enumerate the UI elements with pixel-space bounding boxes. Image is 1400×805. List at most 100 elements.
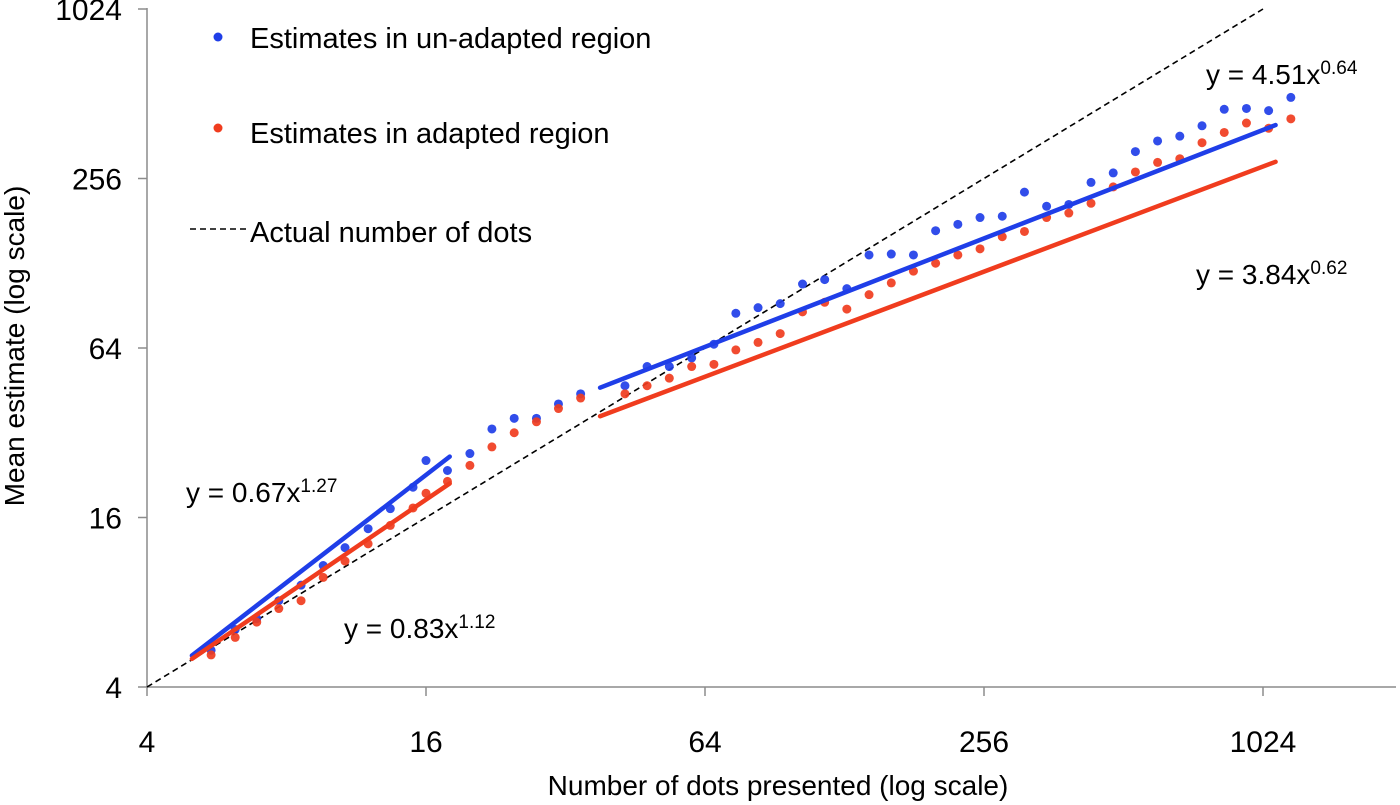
unadapted-point <box>997 211 1007 221</box>
legend: Estimates in un-adapted region Estimates… <box>190 23 651 249</box>
adapted-point <box>1286 114 1296 124</box>
equation-high-unadapted: y = 4.51x0.64 <box>1206 58 1358 90</box>
adapted-point <box>931 258 941 268</box>
unadapted-point <box>1130 147 1140 157</box>
adapted-point <box>687 362 697 372</box>
unadapted-point <box>363 524 373 534</box>
adapted-point <box>753 337 763 347</box>
unadapted-point <box>687 353 697 363</box>
x-tick-label: 64 <box>688 726 721 759</box>
y-tick-label: 4 <box>105 672 122 705</box>
adapted-point <box>1130 167 1140 177</box>
adapted-point <box>1019 226 1029 236</box>
unadapted-point <box>1019 187 1029 197</box>
legend-label-unadapted: Estimates in un-adapted region <box>250 23 651 55</box>
unadapted-point <box>509 413 519 423</box>
unadapted-point <box>1042 201 1052 211</box>
unadapted-point <box>1219 104 1229 114</box>
legend-label-identity: Actual number of dots <box>250 217 532 249</box>
legend-marker-unadapted <box>213 32 223 42</box>
adapted-point <box>318 572 328 582</box>
unadapted-point <box>731 308 741 318</box>
fit-line-un-adapted-low <box>189 454 452 658</box>
adapted-point <box>1064 208 1074 218</box>
adapted-point <box>953 250 963 260</box>
adapted-point <box>620 389 630 399</box>
adapted-point <box>1086 198 1096 208</box>
x-axis-title: Number of dots presented (log scale) <box>548 770 1009 801</box>
unadapted-point <box>1286 92 1296 102</box>
unadapted-point <box>975 213 985 223</box>
unadapted-point <box>664 362 674 372</box>
adapted-point <box>206 650 216 660</box>
equation-low-adapted-base: y = 0.83x <box>344 613 458 644</box>
axes: 4 16 64 256 1024 4 16 64 256 1024 <box>55 0 1396 759</box>
unadapted-point <box>1086 177 1096 187</box>
fit-lines <box>189 122 1278 662</box>
unadapted-point <box>1197 121 1207 131</box>
unadapted-point <box>753 303 763 313</box>
unadapted-point <box>931 226 941 236</box>
fit-line-adapted-low <box>189 481 452 662</box>
unadapted-point <box>442 465 452 475</box>
unadapted-point <box>798 279 808 289</box>
adapted-point <box>709 359 719 369</box>
unadapted-point <box>1264 106 1274 116</box>
unadapted-point <box>908 250 918 260</box>
unadapted-point <box>340 543 350 553</box>
unadapted-point <box>620 381 630 391</box>
adapted-point <box>465 460 475 470</box>
adapted-point <box>1197 138 1207 148</box>
equation-high-unadapted-exponent: 0.64 <box>1320 58 1357 79</box>
adapted-point <box>842 304 852 314</box>
unadapted-point <box>1175 131 1185 141</box>
adapted-point <box>1153 157 1163 167</box>
equation-high-unadapted-base: y = 4.51x <box>1206 59 1320 90</box>
adapted-point <box>487 442 497 452</box>
unadapted-point <box>487 424 497 434</box>
fit-equations: y = 0.67x1.27 y = 0.83x1.12 y = 4.51x0.6… <box>186 58 1358 644</box>
adapted-point <box>531 417 541 427</box>
unadapted-point <box>1241 103 1251 113</box>
unadapted-point <box>421 456 431 466</box>
adapted-point <box>886 278 896 288</box>
y-tick-label: 16 <box>89 503 122 536</box>
equation-low-unadapted-exponent: 1.27 <box>300 476 337 497</box>
adapted-point <box>775 329 785 339</box>
adapted-point <box>975 244 985 254</box>
y-ticks: 4 16 64 256 1024 <box>55 0 147 705</box>
adapted-point <box>296 596 306 606</box>
y-axis-title: Mean estimate (log scale) <box>0 186 30 507</box>
adapted-point <box>1241 118 1251 128</box>
unadapted-point <box>465 449 475 459</box>
x-ticks: 4 16 64 256 1024 <box>139 687 1297 759</box>
adapted-point <box>864 290 874 300</box>
unadapted-point <box>775 299 785 309</box>
equation-low-unadapted: y = 0.67x1.27 <box>186 476 337 508</box>
equation-high-adapted: y = 3.84x0.62 <box>1196 258 1347 290</box>
adapted-point <box>553 404 563 414</box>
equation-low-adapted: y = 0.83x1.12 <box>344 612 495 644</box>
unadapted-point <box>1108 168 1118 178</box>
equation-high-adapted-base: y = 3.84x <box>1196 259 1310 290</box>
legend-marker-adapted <box>213 123 223 133</box>
adapted-point <box>252 617 262 627</box>
y-tick-label: 1024 <box>55 0 122 27</box>
fit-line-un-adapted-high <box>597 122 1278 390</box>
fit-line-adapted-high <box>597 159 1278 419</box>
equation-low-unadapted-base: y = 0.67x <box>186 477 300 508</box>
adapted-point <box>731 345 741 355</box>
x-tick-label: 4 <box>139 726 156 759</box>
y-tick-label: 256 <box>72 164 122 197</box>
adapted-point <box>509 428 519 438</box>
adapted-point <box>230 632 240 642</box>
adapted-point <box>274 604 284 614</box>
y-tick-label: 64 <box>89 333 122 366</box>
x-tick-label: 1024 <box>1230 726 1297 759</box>
unadapted-point <box>1153 136 1163 146</box>
unadapted-point <box>820 275 830 285</box>
adapted-point <box>1219 127 1229 137</box>
equation-low-adapted-exponent: 1.12 <box>458 612 495 633</box>
